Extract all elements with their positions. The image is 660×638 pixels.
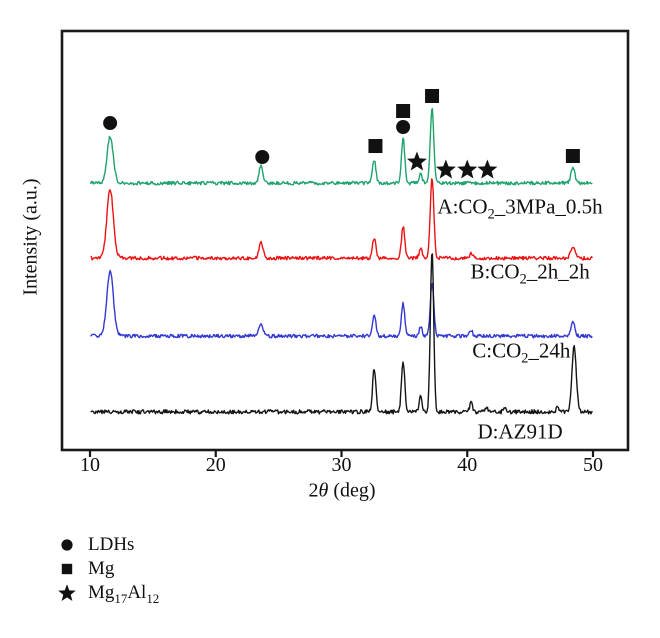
star-marker-icon	[435, 159, 456, 179]
legend-item-mg: Mg	[55, 557, 159, 581]
x-tick-label-40: 40	[457, 454, 478, 476]
legend-item-ldhs: LDHs	[55, 533, 159, 557]
series-label-B: B:CO2_2h_2h	[470, 259, 590, 288]
star-marker-icon	[457, 159, 478, 179]
legend-item-mg17al12: Mg17Al12	[55, 581, 159, 605]
mg17al12-star-icon	[58, 584, 76, 601]
legend: LDHs Mg Mg17Al12	[55, 533, 159, 605]
legend-label-ldhs: LDHs	[88, 534, 135, 555]
xrd-trace-D	[90, 253, 593, 415]
x-tick-label-50: 50	[583, 454, 603, 476]
plot-border	[60, 29, 630, 452]
x-tick-label-30: 30	[331, 454, 352, 476]
x-tick-label-20: 20	[205, 454, 226, 476]
star-marker-icon	[406, 151, 427, 171]
y-axis-label: Intensity (a.u.)	[19, 178, 42, 296]
star-marker-icon	[477, 159, 498, 179]
xrd-trace-C	[90, 269, 593, 339]
circle-marker-icon	[396, 119, 411, 134]
circle-marker-icon	[103, 116, 118, 131]
square-marker-icon	[565, 148, 580, 163]
xrd-trace-B	[90, 178, 593, 261]
legend-label-mg17al12: Mg17Al12	[88, 582, 160, 606]
series-label-D: D:AZ91D	[477, 419, 563, 444]
x-tick-label-10: 10	[80, 454, 100, 476]
legend-label-mg: Mg	[88, 558, 115, 579]
xrd-trace-A	[89, 108, 593, 186]
ldhs-circle-icon	[61, 539, 73, 551]
series-label-C: C:CO2_24h	[472, 338, 571, 367]
mg-square-icon	[61, 563, 73, 575]
x-axis-label: 2θ (deg)	[308, 479, 376, 502]
square-marker-icon	[368, 139, 383, 154]
series-label-A: A:CO2_3MPa_0.5h	[437, 194, 603, 223]
square-marker-icon	[425, 88, 440, 103]
circle-marker-icon	[255, 149, 270, 164]
square-marker-icon	[396, 103, 411, 118]
